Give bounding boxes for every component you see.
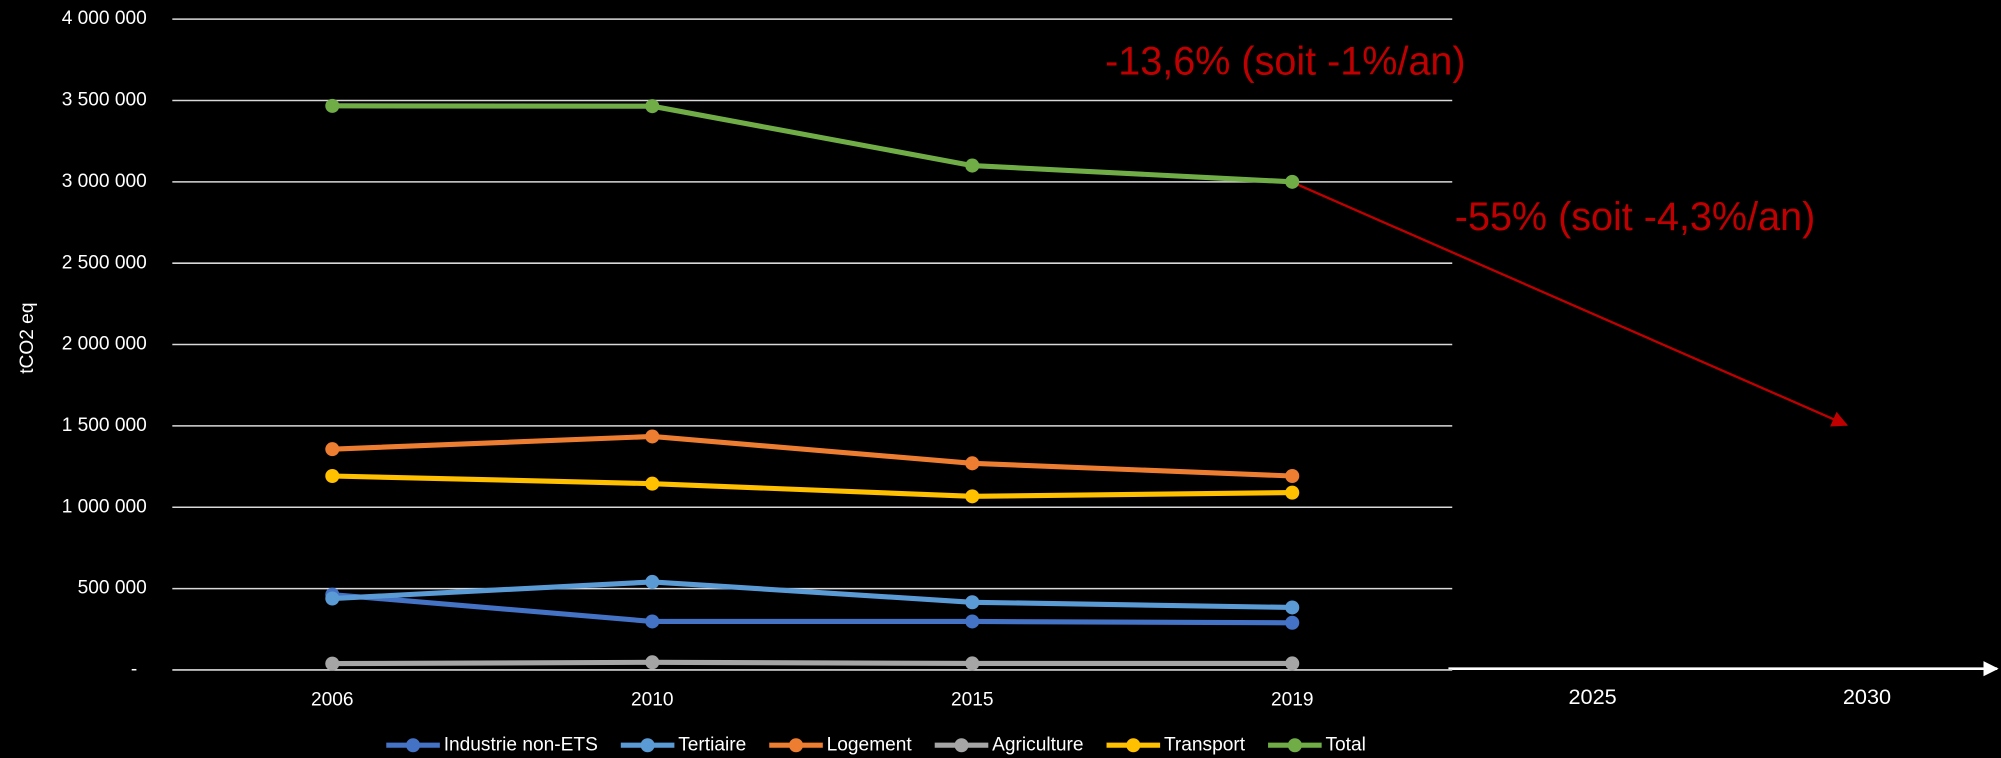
series-line	[332, 592, 1293, 626]
legend-label: Tertiaire	[678, 734, 746, 755]
legend-marker	[789, 738, 804, 753]
series-line	[332, 659, 1293, 667]
x-tick-label: 2010	[631, 690, 674, 711]
projection-label: 2025	[1568, 684, 1616, 709]
y-tick-label: -	[131, 659, 137, 680]
x-tick-label: 2015	[951, 690, 994, 711]
data-point	[965, 656, 980, 671]
x-tick-label: 2019	[1271, 690, 1314, 711]
y-tick-label: 2 500 000	[62, 252, 147, 273]
data-point	[645, 429, 660, 444]
legend-label: Logement	[827, 734, 913, 755]
legend-marker	[1287, 738, 1302, 753]
data-point	[645, 99, 660, 114]
x-tick-label: 2006	[311, 690, 354, 711]
series-line	[332, 103, 1293, 185]
data-point	[965, 489, 980, 504]
data-point	[325, 442, 340, 457]
data-point	[965, 456, 980, 471]
annotation: -13,6% (soit -1%/an)	[1105, 39, 1465, 83]
legend-label: Industrie non-ETS	[444, 734, 598, 755]
y-tick-label: 4 000 000	[62, 8, 147, 29]
trend-arrow	[1292, 181, 1849, 427]
legend: Industrie non-ETS Tertiaire Logement Agricu…	[386, 734, 1366, 755]
data-point	[1285, 615, 1300, 630]
projection-label: 2030	[1843, 684, 1891, 709]
y-tick-label: 2 000 000	[62, 334, 147, 355]
legend-marker	[1126, 738, 1141, 753]
data-point	[1285, 174, 1300, 189]
series-line	[332, 579, 1293, 611]
legend-marker	[640, 738, 655, 753]
data-point	[1285, 656, 1300, 671]
data-point	[645, 614, 660, 629]
data-point	[645, 574, 660, 589]
legend-label: Agriculture	[992, 734, 1083, 755]
data-point	[325, 656, 340, 671]
data-point	[965, 595, 980, 610]
data-point	[1285, 600, 1300, 615]
y-tick-label: 3 500 000	[62, 90, 147, 111]
y-tick-label: 1 000 000	[62, 496, 147, 517]
y-tick-label: 1 500 000	[62, 415, 147, 436]
y-tick-label: 500 000	[78, 578, 147, 599]
data-point	[1285, 485, 1300, 500]
data-point	[325, 591, 340, 606]
y-axis-label: tCO2 eq	[17, 303, 38, 374]
y-tick-label: 3 000 000	[62, 171, 147, 192]
legend-label: Transport	[1164, 734, 1246, 755]
legend-marker	[406, 738, 421, 753]
annotation: -55% (soit -4,3%/an)	[1455, 195, 1815, 239]
legend-marker	[954, 738, 969, 753]
data-point	[325, 98, 340, 113]
data-point	[965, 158, 980, 173]
series-line	[332, 433, 1293, 479]
data-point	[645, 476, 660, 491]
data-point	[325, 468, 340, 484]
data-point	[645, 655, 660, 670]
data-point	[1285, 468, 1300, 484]
legend-label: Total	[1325, 734, 1365, 755]
series-line	[332, 473, 1293, 499]
data-point	[965, 614, 980, 629]
